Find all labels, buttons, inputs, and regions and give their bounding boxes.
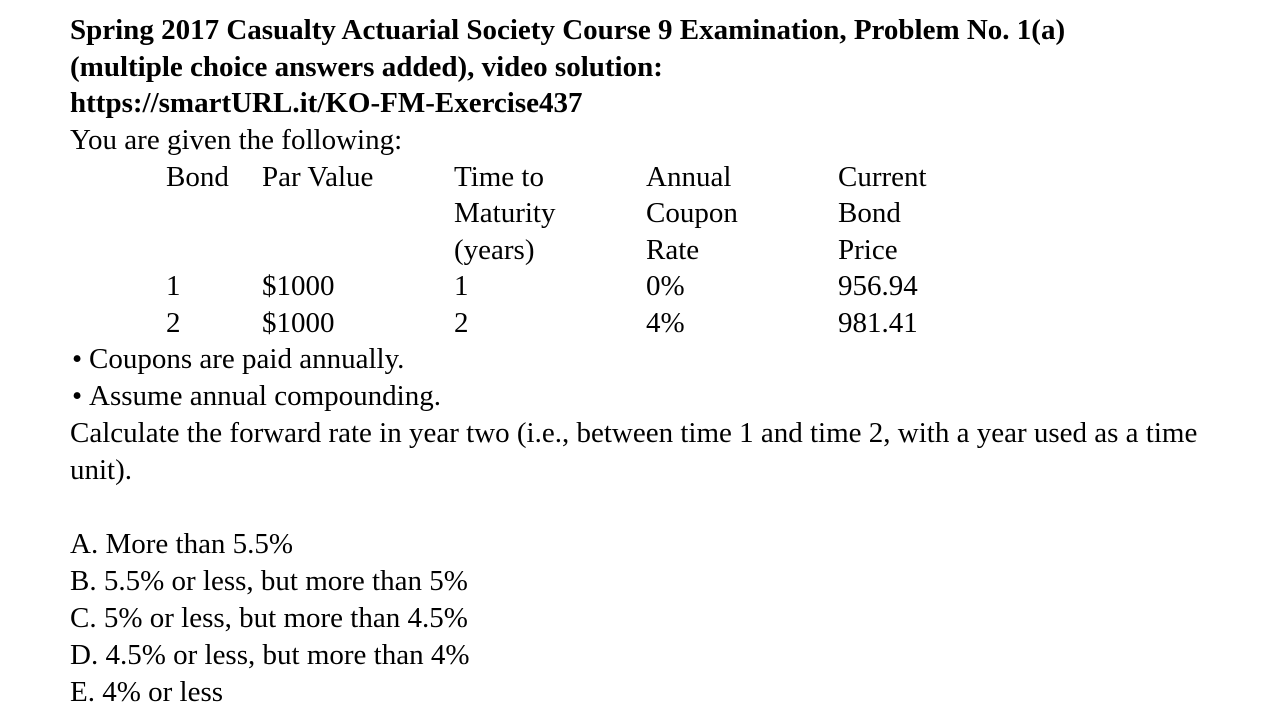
title-line-2: (multiple choice answers added), video s… (70, 50, 663, 83)
header-bond: Bond (166, 159, 262, 269)
cell-coupon-rate: 4% (646, 306, 685, 339)
header-coupon-line-3: Rate (646, 233, 700, 266)
assumption-list: Coupons are paid annually. Assume annual… (70, 341, 1260, 415)
cell-par-value: $1000 (262, 270, 335, 302)
header-time-line-3: (years) (454, 233, 535, 266)
header-par-value-line: Par Value (262, 160, 374, 193)
choice-d[interactable]: D. 4.5% or less, but more than 4% (70, 639, 470, 671)
choice-e[interactable]: E. 4% or less (70, 676, 224, 708)
header-par-value: Par Value (262, 159, 454, 269)
cell-bond-price: 956.94 (838, 270, 918, 302)
choice-a[interactable]: A. More than 5.5% (70, 528, 294, 560)
header-price-line-2: Bond (838, 197, 901, 229)
problem-page: Spring 2017 Casualty Actuarial Society C… (70, 12, 1260, 711)
header-bond-line: Bond (166, 160, 229, 193)
list-item: Coupons are paid annually. (70, 341, 1260, 378)
bond-table: Bond Par Value Time to Maturity (years) … (166, 159, 1038, 342)
header-time-line-2: Maturity (454, 197, 556, 229)
cell-coupon-rate: 0% (646, 270, 685, 302)
header-coupon-line-2: Coupon (646, 197, 738, 229)
table-row: 1 $1000 1 0% 956.94 (166, 268, 1038, 305)
header-bond-price: Current Bond Price (838, 159, 1038, 269)
header-coupon-line-1: Annual (646, 160, 732, 193)
title-line-3-url[interactable]: https://smartURL.it/KO-FM-Exercise437 (70, 87, 583, 119)
intro-text: You are given the following: (70, 123, 403, 156)
cell-time-to-maturity: 2 (454, 306, 469, 339)
choice-b[interactable]: B. 5.5% or less, but more than 5% (70, 565, 468, 597)
cell-bond: 2 (166, 306, 181, 339)
cell-bond-price: 981.41 (838, 306, 918, 339)
cell-time-to-maturity: 1 (454, 270, 469, 302)
answer-choices: A. More than 5.5% B. 5.5% or less, but m… (70, 526, 1260, 711)
bond-table-header-row: Bond Par Value Time to Maturity (years) … (166, 159, 1038, 269)
header-time-to-maturity: Time to Maturity (years) (454, 159, 646, 269)
cell-par-value: $1000 (262, 306, 335, 339)
header-coupon-rate: Annual Coupon Rate (646, 159, 838, 269)
choice-c[interactable]: C. 5% or less, but more than 4.5% (70, 602, 468, 634)
question-text: Calculate the forward rate in year two (… (70, 417, 1198, 486)
title-line-1: Spring 2017 Casualty Actuarial Society C… (70, 14, 1066, 46)
header-time-line-1: Time to (454, 160, 544, 193)
cell-bond: 1 (166, 270, 181, 302)
table-row: 2 $1000 2 4% 981.41 (166, 305, 1038, 342)
list-item: Assume annual compounding. (70, 378, 1260, 415)
header-price-line-3: Price (838, 233, 898, 266)
problem-title: Spring 2017 Casualty Actuarial Society C… (70, 12, 1260, 122)
header-price-line-1: Current (838, 160, 927, 193)
